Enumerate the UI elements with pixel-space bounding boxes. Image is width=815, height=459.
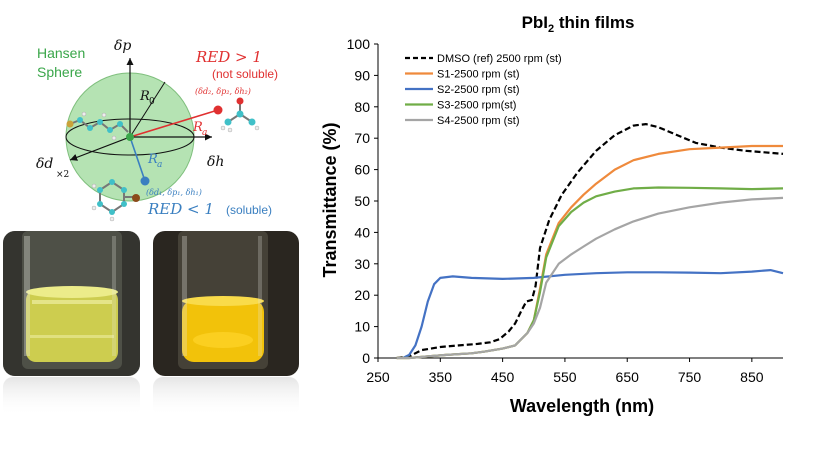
chart-title-main: PbI xyxy=(522,13,548,32)
ra-red-label: R xyxy=(192,120,203,135)
soluble-label: (soluble) xyxy=(226,203,272,217)
y-tick-label: 60 xyxy=(354,162,370,178)
ra-blue-line xyxy=(129,136,146,182)
y-tick-label: 50 xyxy=(354,193,370,209)
plot-axes: 0 10 20 30 40 50 60 70 80 90 100 250 350 450 550 650 750… xyxy=(347,36,783,385)
point2-label: (δd₂, δp₂, δh₂) xyxy=(195,87,251,96)
series-line-3 xyxy=(402,269,784,359)
chart: PbI2 thin films 010203040506070809010025… xyxy=(320,13,784,416)
plot-series xyxy=(396,123,784,360)
hansen-label-line2: Sphere xyxy=(37,64,82,80)
ra-blue-label: R xyxy=(147,152,158,167)
hansen-diagram: Hansen Sphere δp δh δd ×2 R 0 R a R a RE… xyxy=(36,38,278,222)
legend-label: S2-2500 rpm (st) xyxy=(437,84,520,96)
axis-dd-label: δd xyxy=(36,156,53,172)
molecule-chain-icon xyxy=(66,111,129,141)
r0-radius xyxy=(129,81,166,138)
r0-subscript: 0 xyxy=(149,97,155,107)
ra-red-subscript: a xyxy=(202,128,207,138)
hansen-label-line1: Hansen xyxy=(37,45,85,61)
x-axis-label: Wavelength (nm) xyxy=(510,396,654,416)
vial-right-reflection xyxy=(153,377,299,417)
y-tick-label: 90 xyxy=(354,67,370,83)
legend-label: S3-2500 rpm(st) xyxy=(437,100,516,112)
legend-label: S4-2500 rpm (st) xyxy=(437,115,520,127)
vial-left-reflection xyxy=(3,377,140,417)
vial-photo-right xyxy=(153,231,299,376)
x-tick-label: 550 xyxy=(553,369,577,385)
series-line-1 xyxy=(396,123,784,360)
point2-dot xyxy=(213,105,223,115)
x-tick-label: 750 xyxy=(678,369,702,385)
series-line-2 xyxy=(396,144,783,360)
chart-title-subscript: 2 xyxy=(548,23,554,35)
point1-label: (δd₁, δp₁, δh₁) xyxy=(146,188,202,197)
y-tick-label: 100 xyxy=(347,36,371,52)
y-tick-label: 10 xyxy=(354,319,370,335)
x-tick-label: 450 xyxy=(491,369,515,385)
vial-photo-left xyxy=(3,231,140,376)
legend: DMSO (ref) 2500 rpm (st) S1-2500 rpm (st)… xyxy=(405,53,562,127)
r0-label: R xyxy=(139,89,150,104)
y-tick-label: 80 xyxy=(354,99,370,115)
x-tick-label: 650 xyxy=(616,369,640,385)
x-tick-label: 250 xyxy=(366,369,390,385)
ra-red-line xyxy=(129,109,219,138)
y-tick-label: 30 xyxy=(354,256,370,272)
liquid-right xyxy=(182,300,264,362)
molecule-right-icon xyxy=(220,97,260,133)
series-line-5 xyxy=(396,196,784,360)
axis-dh-label: δh xyxy=(207,154,224,170)
legend-label: S1-2500 rpm (st) xyxy=(437,69,520,81)
axis-dd-subscript: ×2 xyxy=(56,170,69,180)
chart-title: PbI2 thin films xyxy=(522,13,635,35)
y-tick-label: 40 xyxy=(354,224,370,240)
chart-title-rest: thin films xyxy=(554,13,634,32)
molecule-ring-icon xyxy=(91,179,140,222)
legend-label: DMSO (ref) 2500 rpm (st) xyxy=(437,53,562,65)
y-tick-label: 0 xyxy=(362,350,370,366)
not-soluble-label: (not soluble) xyxy=(212,67,278,81)
x-tick-label: 350 xyxy=(429,369,453,385)
y-tick-label: 20 xyxy=(354,287,370,303)
axis-dd-line xyxy=(69,136,131,161)
axis-dp-label: δp xyxy=(114,38,131,54)
y-tick-label: 70 xyxy=(354,130,370,146)
point1-dot xyxy=(140,176,150,186)
y-axis-label: Transmittance (%) xyxy=(320,122,340,277)
liquid-left xyxy=(26,290,118,362)
ra-blue-subscript: a xyxy=(157,160,162,170)
center-dot xyxy=(126,133,134,141)
red-gt-label: RED > 1 xyxy=(195,48,262,66)
x-tick-label: 850 xyxy=(740,369,764,385)
red-lt-label: RED < 1 xyxy=(147,200,214,218)
